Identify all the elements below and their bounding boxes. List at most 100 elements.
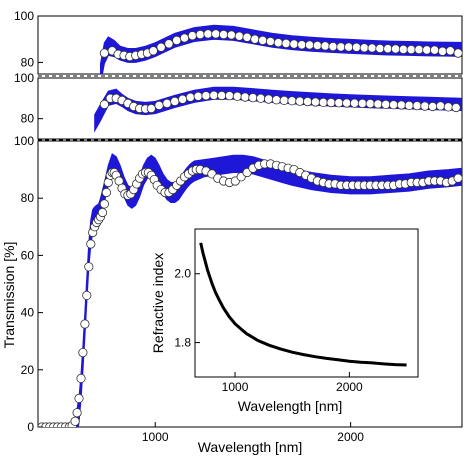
middle-data-point bbox=[365, 99, 375, 109]
main-data-point bbox=[80, 319, 90, 329]
middle-data-point bbox=[310, 97, 321, 107]
top-data-point bbox=[367, 43, 377, 53]
main-data-point bbox=[86, 239, 96, 249]
main-ylabel: Transmission [%] bbox=[1, 242, 17, 349]
middle-ytick-label: 100 bbox=[14, 71, 34, 85]
main-panel-frame bbox=[37, 140, 463, 428]
top-data-point bbox=[351, 42, 362, 52]
top-data-point bbox=[304, 40, 315, 50]
top-data-point bbox=[453, 48, 462, 58]
top-data-point bbox=[164, 39, 174, 49]
top-data-point bbox=[187, 31, 197, 41]
middle-data-point bbox=[428, 101, 438, 112]
top-data-point bbox=[99, 48, 110, 58]
top-ytick-label: 100 bbox=[14, 9, 34, 23]
top-data-point bbox=[281, 38, 291, 49]
middle-data-point bbox=[451, 102, 461, 113]
middle-data-point bbox=[326, 98, 336, 108]
middle-data-point bbox=[349, 98, 360, 108]
middle-ytick-label: 80 bbox=[21, 112, 35, 126]
top-data-point bbox=[390, 44, 401, 54]
middle-data-point bbox=[154, 100, 164, 111]
top-data-point bbox=[437, 46, 448, 56]
middle-data-point bbox=[412, 101, 422, 111]
main-data-point bbox=[99, 199, 110, 209]
axes-ticks: 100 80 100 80 0 20 40 60 80 100 1000 2000 1.8 2.0 1000… bbox=[14, 9, 364, 444]
main-ytick-label: 100 bbox=[14, 134, 34, 148]
middle-data-point bbox=[193, 91, 203, 101]
top-data-point bbox=[445, 46, 455, 56]
top-data-point bbox=[336, 42, 346, 52]
main-data-point bbox=[78, 347, 88, 358]
top-panel-data bbox=[99, 24, 462, 74]
top-data-point bbox=[265, 36, 276, 47]
top-data-point bbox=[211, 29, 221, 39]
inset-xtick-label: 2000 bbox=[336, 380, 363, 394]
top-data-point bbox=[359, 43, 369, 53]
middle-data-point bbox=[209, 90, 219, 100]
main-series-group bbox=[38, 153, 462, 427]
main-data-point bbox=[101, 187, 112, 198]
top-data-point bbox=[328, 41, 338, 52]
top-data-point bbox=[398, 44, 408, 55]
middle-data-point bbox=[404, 100, 414, 111]
inset-frame bbox=[194, 228, 419, 378]
inset-ytick-label: 1.8 bbox=[174, 336, 191, 350]
middle-data-point bbox=[178, 94, 188, 104]
top-data-point bbox=[195, 29, 205, 40]
middle-data-point bbox=[217, 90, 227, 101]
main-data-point bbox=[97, 207, 108, 218]
inset-series-group bbox=[199, 242, 407, 367]
middle-series-group bbox=[94, 86, 462, 133]
middle-data-point bbox=[248, 93, 258, 103]
middle-data-point bbox=[435, 101, 446, 111]
top-data-point bbox=[179, 33, 190, 43]
inset-xtick-label: 1000 bbox=[222, 380, 249, 394]
middle-data-point bbox=[287, 96, 297, 106]
middle-data-point bbox=[295, 96, 305, 106]
main-panel-data bbox=[38, 153, 462, 427]
middle-data-point bbox=[99, 99, 110, 110]
middle-data-point bbox=[263, 94, 274, 104]
top-data-point bbox=[148, 46, 158, 56]
main-ytick-label: 60 bbox=[21, 248, 35, 262]
top-data-point bbox=[383, 44, 393, 54]
top-data-point bbox=[219, 29, 229, 40]
middle-data-point bbox=[201, 91, 211, 101]
main-xtick-label: 2000 bbox=[337, 430, 364, 444]
top-data-point bbox=[320, 41, 330, 51]
top-data-point bbox=[375, 43, 385, 54]
inset-xlabel: Wavelength [nm] bbox=[238, 398, 343, 414]
middle-data-point bbox=[240, 92, 250, 102]
middle-data-point bbox=[443, 102, 453, 112]
top-data-point bbox=[203, 29, 213, 39]
main-ytick-label: 20 bbox=[21, 363, 35, 377]
top-ytick-label: 80 bbox=[21, 55, 35, 69]
middle-data-point bbox=[302, 97, 313, 107]
middle-data-point bbox=[388, 100, 399, 110]
top-data-point bbox=[312, 40, 322, 51]
middle-data-point bbox=[318, 97, 328, 108]
middle-data-point bbox=[162, 98, 172, 109]
main-ytick-label: 40 bbox=[21, 306, 35, 320]
top-data-point bbox=[414, 44, 424, 55]
top-data-point bbox=[172, 35, 182, 46]
top-data-point bbox=[234, 31, 244, 41]
main-data-point bbox=[453, 173, 462, 183]
middle-data-point bbox=[373, 99, 383, 109]
middle-data-point bbox=[224, 91, 235, 101]
main-data-point bbox=[72, 408, 82, 418]
main-data-point bbox=[84, 262, 94, 272]
top-data-point bbox=[344, 42, 354, 52]
middle-data-point bbox=[357, 98, 367, 109]
inset-data bbox=[199, 242, 407, 367]
middle-data-point bbox=[279, 95, 289, 106]
main-xlabel: Wavelength [nm] bbox=[198, 439, 303, 455]
middle-data-point bbox=[232, 91, 242, 101]
main-data-point bbox=[76, 373, 86, 383]
main-data-point bbox=[82, 290, 92, 300]
top-series-group bbox=[99, 24, 462, 74]
middle-data-point bbox=[396, 100, 406, 110]
middle-data-point bbox=[420, 101, 430, 111]
